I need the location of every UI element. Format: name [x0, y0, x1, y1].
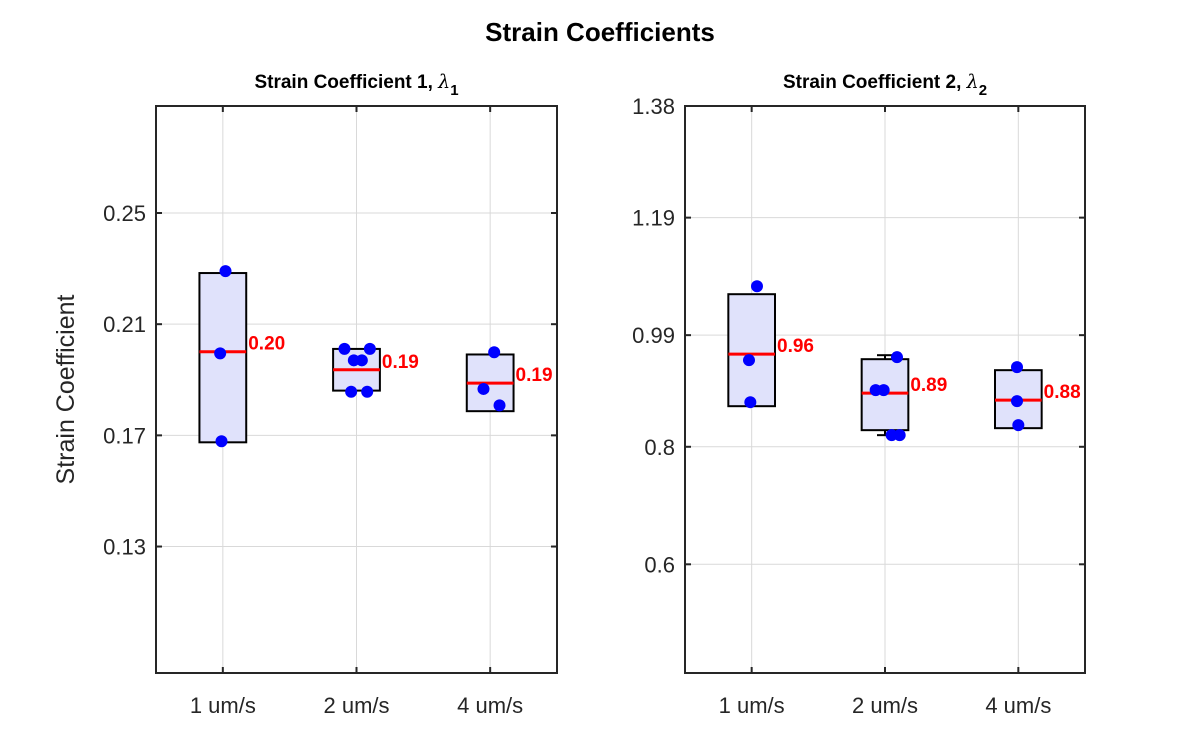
y-tick-label: 0.99 — [632, 323, 675, 348]
panel-title: Strain Coefficient 2, λ2 — [783, 71, 987, 99]
box-4-um-s: 0.88 — [994, 369, 1081, 430]
iqr-box — [727, 293, 776, 408]
y-tick-label: 0.17 — [103, 423, 146, 448]
data-point — [363, 342, 376, 355]
box-2-um-s: 0.19 — [332, 347, 419, 392]
x-tick-label: 1 um/s — [719, 693, 785, 718]
data-point — [1011, 361, 1023, 374]
data-point — [338, 342, 351, 355]
data-point — [1011, 395, 1023, 408]
median-value-label: 0.20 — [248, 334, 285, 355]
x-tick-label: 4 um/s — [457, 693, 523, 718]
y-tick-label: 1.19 — [632, 206, 675, 231]
data-point — [361, 385, 374, 398]
data-point — [744, 396, 757, 409]
data-point — [877, 384, 890, 397]
y-tick-label: 0.21 — [103, 312, 146, 337]
y-tick-label: 0.13 — [103, 535, 146, 560]
x-tick-label: 4 um/s — [985, 693, 1051, 718]
median-value-label: 0.88 — [1044, 382, 1081, 403]
y-tick-label: 0.25 — [103, 201, 146, 226]
y-tick-label: 0.6 — [644, 552, 675, 577]
data-point — [215, 435, 228, 448]
data-point — [355, 354, 368, 367]
data-point — [219, 265, 232, 278]
box-1-um-s: 0.20 — [198, 272, 285, 444]
median-value-label: 0.19 — [516, 365, 553, 386]
y-tick-label: 1.38 — [632, 94, 675, 119]
data-point — [477, 382, 490, 395]
data-point — [493, 399, 506, 412]
data-point — [891, 351, 903, 364]
median-value-label: 0.89 — [910, 375, 947, 396]
median-value-label: 0.96 — [777, 336, 814, 357]
data-point — [751, 280, 763, 293]
y-axis-label: Strain Coefficient — [52, 294, 80, 484]
panel-strain-coefficient-1: 0.20 0.19 0.19 0.13 0.17 0.21 0.25 1 um/s 2 um/s… — [52, 71, 558, 718]
data-point — [345, 385, 358, 398]
data-point — [1012, 419, 1025, 432]
box-4-um-s: 0.19 — [465, 353, 553, 413]
data-point — [488, 346, 501, 359]
panel-strain-coefficient-2: 0.96 0.89 0.88 0.6 0.8 0.99 1.19 1.38 1 um/s 2 um… — [632, 71, 1086, 718]
panel-title: Strain Coefficient 1, λ1 — [254, 71, 458, 99]
median-value-label: 0.19 — [382, 352, 419, 373]
y-tick-label: 0.8 — [644, 435, 675, 460]
x-tick-label: 2 um/s — [323, 693, 389, 718]
x-tick-label: 2 um/s — [852, 693, 918, 718]
figure-title: Strain Coefficients — [485, 17, 715, 47]
box-1-um-s: 0.96 — [727, 293, 814, 408]
x-tick-label: 1 um/s — [190, 693, 256, 718]
data-point — [743, 354, 755, 367]
data-point — [893, 429, 906, 442]
data-point — [214, 347, 227, 360]
